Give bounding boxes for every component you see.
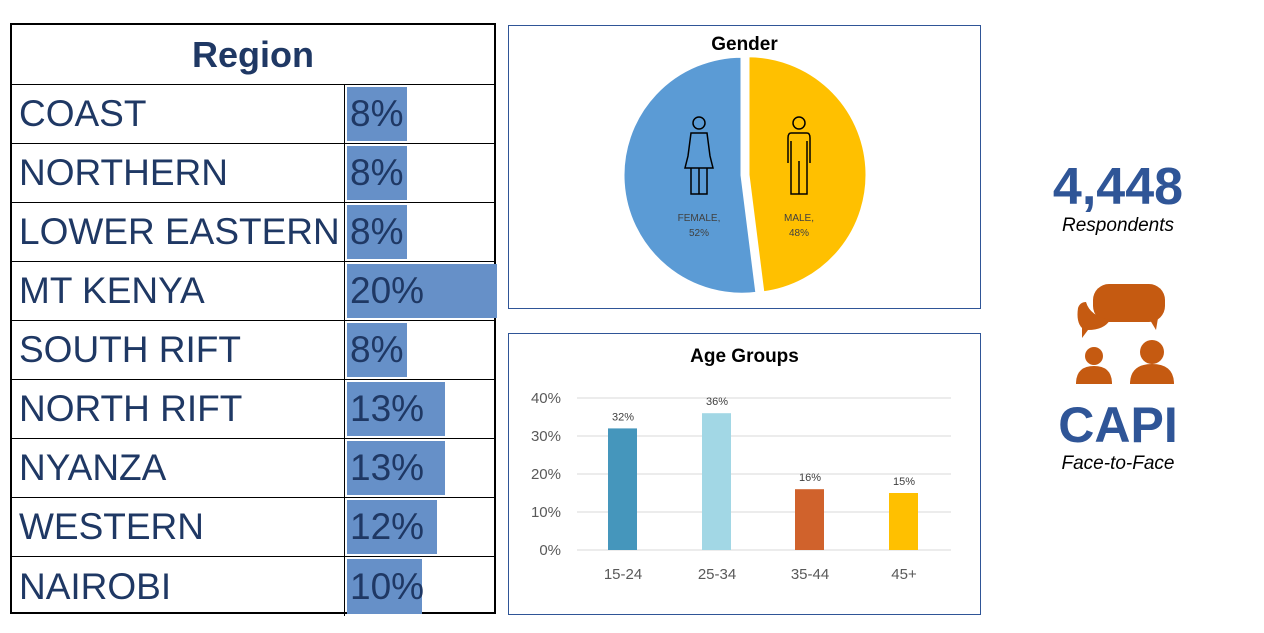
gender-chart: Gender FEMALE, 52% MALE, 48%	[508, 25, 981, 309]
pie-label: FEMALE,	[678, 213, 721, 224]
age-chart: Age Groups 0% 10% 20% 30% 40% 32% 15-24 36% 25-3…	[508, 333, 981, 615]
pie-label: MALE,	[784, 213, 814, 224]
region-value-cell: 13%	[345, 380, 494, 438]
conversation-icon	[1076, 284, 1174, 384]
x-tick: 45+	[891, 566, 917, 583]
female-icon	[684, 116, 714, 195]
x-tick: 25-34	[698, 566, 736, 583]
x-tick: 35-44	[791, 566, 829, 583]
x-tick: 15-24	[604, 566, 642, 583]
region-value-cell: 13%	[345, 439, 494, 497]
bar-label: 16%	[799, 472, 821, 484]
male-icon	[787, 116, 811, 195]
region-name: NORTH RIFT	[12, 380, 345, 438]
gender-title: Gender	[711, 34, 778, 55]
region-table: Region COAST 8% NORTHERN 8% LOWER EASTERN 8% M…	[10, 23, 497, 616]
region-value-cell: 10%	[345, 557, 494, 616]
region-name: NAIROBI	[12, 557, 345, 616]
region-row: SOUTH RIFT 8%	[12, 321, 494, 380]
region-row: NYANZA 13%	[12, 439, 494, 498]
pie-slice-female	[621, 54, 759, 296]
bar-label: 36%	[706, 396, 728, 408]
region-pct: 8%	[350, 329, 404, 370]
age-bar	[795, 489, 824, 550]
region-bar	[347, 382, 445, 436]
region-pct: 13%	[350, 388, 425, 429]
region-bar	[347, 559, 422, 614]
region-pct: 10%	[350, 565, 425, 607]
method-title: CAPI	[1058, 397, 1178, 453]
region-value-cell: 8%	[345, 85, 494, 143]
region-row: LOWER EASTERN 8%	[12, 203, 494, 262]
pie-pct: 52%	[689, 228, 709, 239]
region-value-cell: 8%	[345, 203, 494, 261]
respondents-label: Respondents	[1062, 215, 1174, 236]
region-name: NYANZA	[12, 439, 345, 497]
region-row: MT KENYA 20%	[12, 262, 497, 321]
region-bar	[347, 323, 407, 377]
region-row: NAIROBI 10%	[12, 557, 494, 616]
region-pct: 12%	[350, 506, 425, 547]
region-value-cell: 12%	[345, 498, 494, 556]
region-bar	[347, 500, 437, 554]
region-pct: 20%	[350, 270, 425, 311]
region-name: SOUTH RIFT	[12, 321, 345, 379]
region-row: NORTHERN 8%	[12, 144, 494, 203]
region-row: COAST 8%	[12, 85, 494, 144]
respondent-count: 4,448	[1052, 158, 1184, 216]
region-row: WESTERN 12%	[12, 498, 494, 557]
y-tick: 30%	[531, 428, 561, 445]
bar-label: 15%	[893, 476, 915, 488]
region-value-cell: 8%	[345, 144, 494, 202]
region-bar	[347, 264, 497, 318]
y-tick: 0%	[539, 542, 561, 559]
region-title: Region	[12, 25, 494, 85]
region-bar	[347, 87, 407, 141]
y-tick: 40%	[531, 390, 561, 407]
region-pct: 8%	[350, 93, 404, 134]
region-bar	[347, 146, 407, 200]
y-tick: 10%	[531, 504, 561, 521]
age-bar	[608, 428, 637, 550]
method-label: Face-to-Face	[1061, 453, 1175, 474]
region-value-cell: 20%	[345, 262, 497, 320]
region-row: NORTH RIFT 13%	[12, 380, 494, 439]
age-bar	[702, 413, 731, 550]
region-pct: 8%	[350, 152, 404, 193]
region-pct: 13%	[350, 447, 425, 488]
region-name: MT KENYA	[12, 262, 345, 320]
region-bar	[347, 205, 407, 259]
region-name: COAST	[12, 85, 345, 143]
age-title: Age Groups	[690, 346, 799, 367]
region-name: WESTERN	[12, 498, 345, 556]
bar-label: 32%	[612, 411, 634, 423]
y-tick: 20%	[531, 466, 561, 483]
region-pct: 8%	[350, 211, 404, 252]
region-name: NORTHERN	[12, 144, 345, 202]
region-bar	[347, 441, 445, 495]
region-name: LOWER EASTERN	[12, 203, 345, 261]
pie-pct: 48%	[789, 228, 809, 239]
age-bar	[889, 493, 918, 550]
region-value-cell: 8%	[345, 321, 494, 379]
